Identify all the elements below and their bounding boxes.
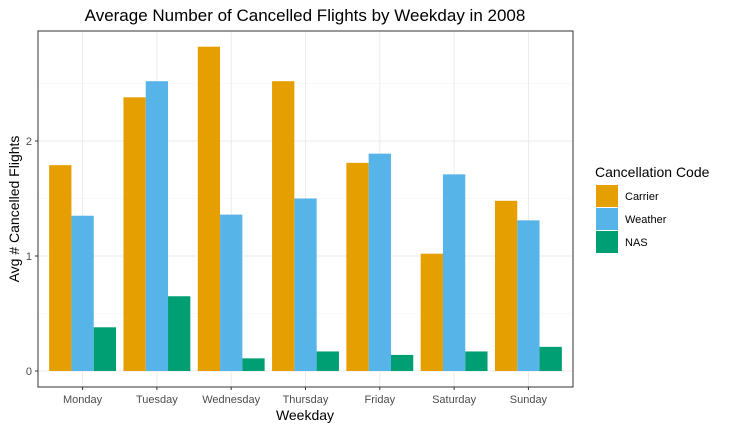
bar-weather-tuesday: [145, 81, 169, 371]
bar-nas-tuesday: [168, 296, 191, 371]
bar-carrier-monday: [49, 165, 72, 371]
bar-carrier-thursday: [272, 81, 295, 371]
x-axis: Monday Tuesday Wednesday Thursday Friday Satu…: [63, 387, 548, 406]
plot-panel: [37, 30, 574, 388]
bar-nas-sunday: [539, 346, 562, 371]
legend-key-nas: [596, 231, 618, 253]
legend-key-weather: [596, 208, 618, 230]
bar-weather-saturday: [442, 174, 466, 371]
legend-items: Carrier Weather NAS: [596, 185, 667, 253]
bar-nas-thursday: [316, 351, 339, 371]
legend: Cancellation Code Carrier Weather NAS: [595, 164, 710, 253]
x-tick-label: Saturday: [432, 394, 477, 406]
bar-weather-sunday: [517, 220, 540, 371]
x-tick-label: Tuesday: [136, 394, 178, 406]
y-tick-label: 0: [26, 366, 32, 378]
x-tick-label: Sunday: [510, 394, 548, 406]
bar-weather-monday: [71, 215, 94, 371]
y-axis-title: Avg # Cancelled Flights: [6, 136, 22, 283]
bar-nas-wednesday: [242, 358, 265, 371]
bar-nas-friday: [390, 354, 414, 371]
legend-label-carrier: Carrier: [625, 191, 659, 203]
x-tick-label: Friday: [365, 394, 396, 406]
legend-title: Cancellation Code: [595, 164, 710, 180]
legend-label-weather: Weather: [625, 214, 667, 226]
y-tick-label: 1: [26, 251, 32, 263]
bars: [49, 46, 562, 372]
legend-key-carrier: [596, 185, 618, 207]
bar-carrier-sunday: [494, 200, 518, 371]
y-axis: 0 1 2: [26, 136, 38, 378]
bar-nas-monday: [93, 327, 117, 371]
bar-nas-saturday: [465, 351, 488, 371]
y-tick-label: 2: [26, 136, 32, 148]
bar-weather-thursday: [294, 198, 317, 371]
x-tick-label: Wednesday: [202, 394, 260, 406]
bar-carrier-friday: [346, 162, 369, 371]
bar-weather-wednesday: [220, 214, 243, 371]
bar-carrier-tuesday: [123, 97, 146, 372]
chart-title: Average Number of Cancelled Flights by W…: [85, 6, 526, 25]
bar-weather-friday: [368, 153, 391, 371]
bar-carrier-wednesday: [197, 46, 221, 371]
bar-carrier-saturday: [420, 253, 443, 371]
x-tick-label: Monday: [63, 394, 103, 406]
x-axis-title: Weekday: [276, 407, 334, 423]
legend-label-nas: NAS: [625, 237, 648, 249]
x-tick-label: Thursday: [283, 394, 329, 406]
